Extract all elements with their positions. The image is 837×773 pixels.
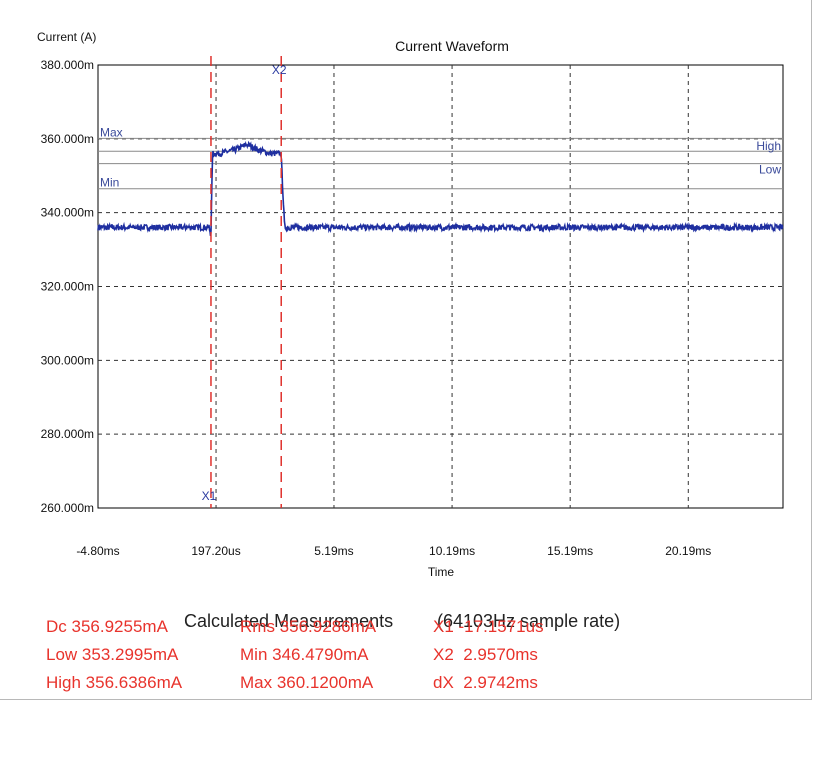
trace-layer [97,140,784,237]
measurement-min: Min 346.4790mA [240,645,369,664]
axis-ticks: 380.000m 360.000m 340.000m 320.000m 300.000m… [41,58,712,558]
measurement-x2: X2 2.9570ms [433,645,538,664]
measurement-dx: dX 2.9742ms [433,673,538,692]
y-tick-label: 340.000m [41,206,94,220]
measurement-dc: Dc 356.9255mA [46,617,168,636]
cursor-label-x1: X1 [202,489,217,503]
y-tick-label: 280.000m [41,427,94,441]
measurement-rms: Rms 356.9286mA [240,617,377,636]
measurement-x1: X1 -17.1571us [433,617,544,636]
y-tick-label: 300.000m [41,353,94,367]
measurement-row: High 356.6386mA Max 360.1200mA dX 2.9742… [46,673,538,773]
measurement-low: Low 353.2995mA [46,645,179,664]
waveform-chart: Max High Low Min X1 X2 380.000m 360.000m 340.0… [37,30,784,579]
y-axis-label: Current (A) [37,30,96,44]
chart-window: Max High Low Min X1 X2 380.000m 360.000m 340.0… [0,0,812,700]
measurement-row: Low 353.2995mA Min 346.4790mA X2 2.9570m… [46,645,538,745]
x-axis-label: Time [428,565,455,579]
x-tick-label: 15.19ms [547,544,593,558]
reference-label-high: High [756,139,781,153]
measurements-heading: Calculated Measurements (64103Hz sample r… [164,590,620,653]
x-tick-label: 197.20us [191,544,240,558]
sample-rate: (64103Hz sample rate) [437,611,621,631]
y-tick-label: 360.000m [41,132,94,146]
plot-area [97,64,784,509]
x-tick-label: -4.80ms [76,544,119,558]
current-trace [97,140,784,237]
y-tick-label: 260.000m [41,501,94,515]
measurement-row: Dc 356.9255mA Rms 356.9286mA X1 -17.1571… [46,617,544,717]
reference-label-min: Min [100,176,119,190]
x-tick-label: 10.19ms [429,544,475,558]
x-tick-label: 5.19ms [314,544,353,558]
y-tick-label: 320.000m [41,280,94,294]
y-tick-label: 380.000m [41,58,94,72]
measurement-max: Max 360.1200mA [240,673,374,692]
cursor-markers: X1 X2 [202,56,287,508]
cursor-label-x2: X2 [272,63,287,77]
x-tick-label: 20.19ms [665,544,711,558]
measurements-title: Calculated Measurements [184,611,394,631]
measurement-high: High 356.6386mA [46,673,183,692]
reference-label-low: Low [759,163,781,177]
chart-title: Current Waveform [395,38,509,54]
reference-label-max: Max [100,125,123,139]
